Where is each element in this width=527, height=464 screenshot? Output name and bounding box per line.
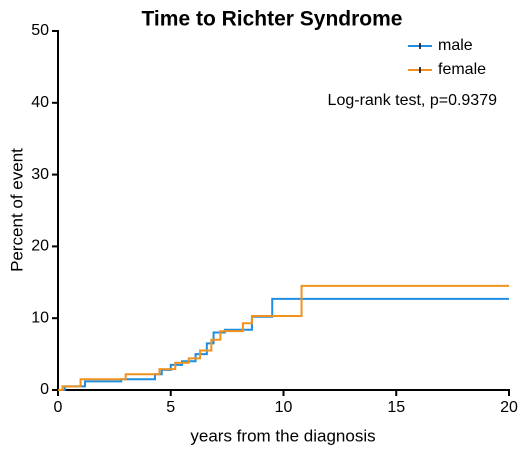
- y-tick-label: 10: [31, 309, 49, 326]
- x-tick-label: 20: [500, 399, 518, 416]
- legend-label: male: [438, 37, 473, 54]
- y-axis-label: Percent of event: [7, 148, 26, 272]
- y-tick-label: 0: [40, 381, 49, 398]
- y-tick-label: 50: [31, 22, 49, 39]
- y-tick-label: 20: [31, 238, 49, 255]
- x-tick-label: 5: [166, 399, 175, 416]
- y-tick-label: 30: [31, 166, 49, 183]
- x-axis-label: years from the diagnosis: [190, 426, 375, 445]
- y-tick-label: 40: [31, 94, 49, 111]
- x-tick-label: 0: [54, 399, 63, 416]
- x-tick-label: 10: [275, 399, 293, 416]
- legend-label: female: [438, 61, 486, 78]
- chart-title: Time to Richter Syndrome: [141, 8, 402, 31]
- annotation: Log-rank test, p=0.9379: [328, 92, 498, 109]
- x-tick-label: 15: [387, 399, 405, 416]
- line-series: [58, 284, 509, 391]
